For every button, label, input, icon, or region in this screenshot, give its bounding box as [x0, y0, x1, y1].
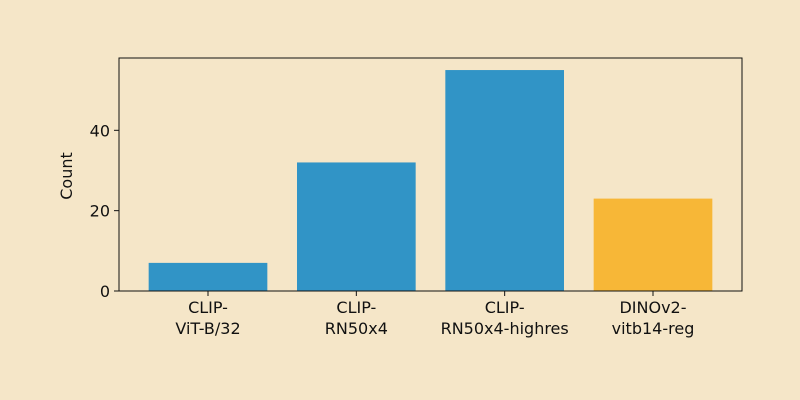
y-tick-label: 40 — [90, 121, 110, 140]
x-tick-label-line: RN50x4 — [325, 319, 388, 338]
x-tick-label-line: CLIP- — [336, 298, 376, 317]
y-tick-label: 0 — [100, 282, 110, 301]
bar — [445, 70, 564, 291]
bar — [297, 162, 416, 291]
x-tick-label: CLIP- ViT-B/32 — [175, 298, 240, 338]
x-tick-label: DINOv2- vitb14-reg — [612, 298, 695, 338]
y-axis-label: Count — [57, 152, 76, 200]
x-tick-label-line: DINOv2- — [619, 298, 686, 317]
x-tick-label: CLIP- RN50x4-highres — [441, 298, 569, 338]
plot-frame — [118, 57, 743, 292]
x-tick-label: CLIP- RN50x4 — [325, 298, 388, 338]
x-tick-label-line: CLIP- — [485, 298, 525, 317]
x-tick-label-line: CLIP- — [188, 298, 228, 317]
x-tick-label-line: ViT-B/32 — [175, 319, 240, 338]
bar — [593, 198, 713, 291]
x-tick-label-line: vitb14-reg — [612, 319, 695, 338]
y-tick-label: 20 — [90, 202, 110, 221]
x-tick-label-line: RN50x4-highres — [441, 319, 569, 338]
bar — [148, 262, 268, 291]
